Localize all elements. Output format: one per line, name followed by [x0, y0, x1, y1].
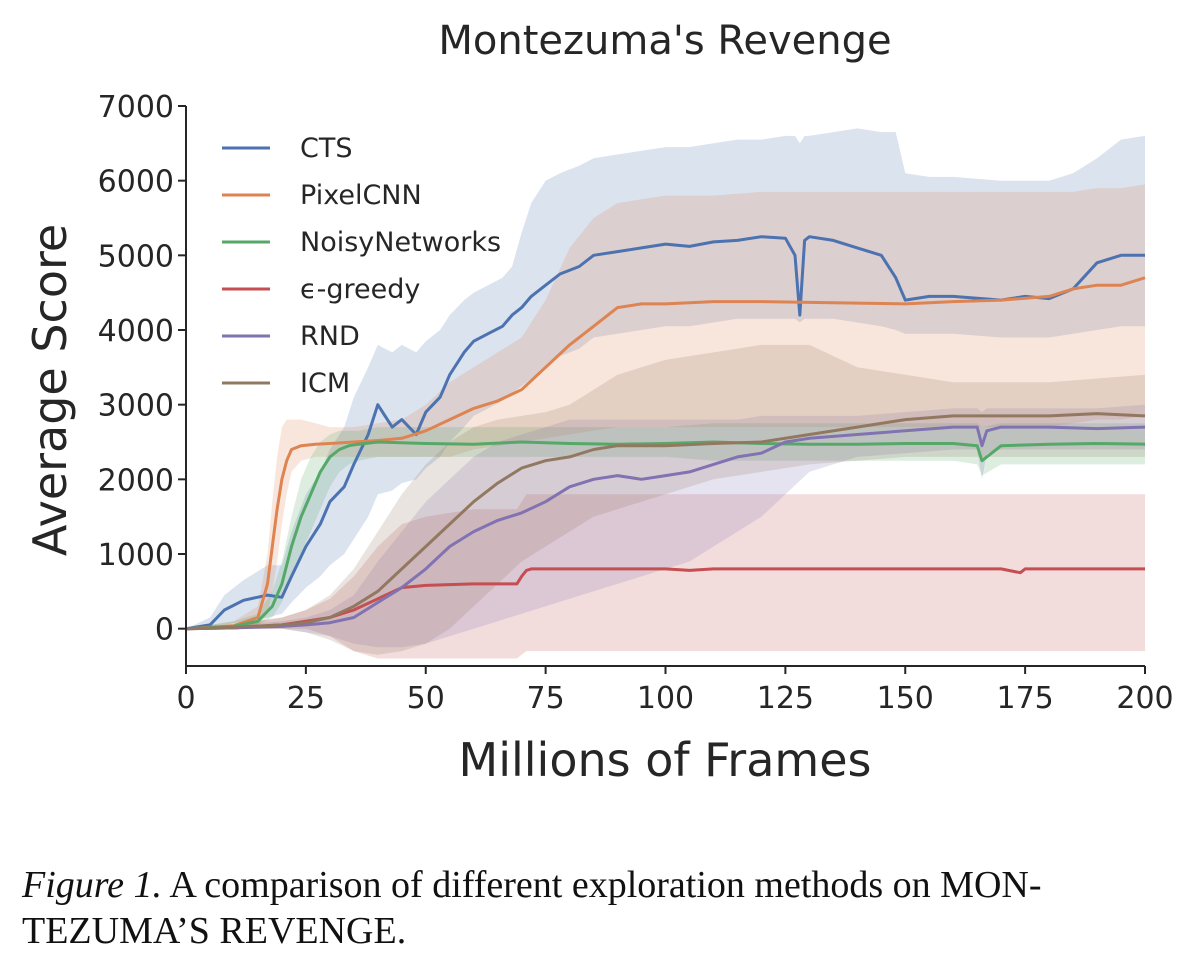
x-axis-label: Millions of Frames	[459, 733, 872, 787]
legend-label-rnd: RND	[300, 321, 360, 352]
x-tick-label: 0	[176, 681, 195, 716]
y-tick-label: 0	[155, 613, 174, 648]
x-tick-label: 25	[287, 681, 325, 716]
band-icm	[186, 344, 1145, 655]
y-tick-label: 4000	[98, 314, 174, 349]
figure-caption: Figure 1. A comparison of different expl…	[22, 862, 1182, 954]
y-tick-label: 7000	[98, 90, 174, 125]
line-pixelcnn	[185, 276, 1146, 631]
y-axis-ticks: 0 1000 2000 3000 4000 5000 6000 7000	[98, 90, 186, 648]
y-axis-label: Average Score	[23, 224, 77, 556]
x-tick-label: 50	[407, 681, 445, 716]
chart: Montezuma's Revenge 0 25 50 75 100 125 150 175 2…	[23, 18, 1174, 787]
legend-label-cts: CTS	[300, 133, 352, 164]
line-rnd	[185, 425, 1146, 631]
chart-title: Montezuma's Revenge	[438, 18, 891, 64]
line-greedy	[185, 567, 1145, 631]
legend: CTS PixelCNN NoisyNetworks ϵ-greedy RND ICM	[222, 133, 501, 399]
y-tick-label: 3000	[98, 389, 174, 424]
x-tick-label: 175	[996, 681, 1053, 716]
y-tick-label: 5000	[98, 239, 174, 274]
x-tick-label: 150	[877, 681, 934, 716]
y-tick-label: 2000	[98, 463, 174, 498]
x-tick-label: 125	[757, 681, 814, 716]
legend-label-noisynetworks: NoisyNetworks	[300, 227, 501, 258]
legend-label-pixelcnn: PixelCNN	[300, 180, 422, 211]
x-tick-label: 100	[637, 681, 694, 716]
series-lines	[185, 235, 1146, 631]
band-cts	[186, 128, 1145, 629]
y-tick-label: 1000	[98, 538, 174, 573]
x-axis-ticks: 0 25 50 75 100 125 150 175 200	[176, 666, 1174, 716]
caption-text: A comparison of different exploration me…	[22, 864, 1042, 952]
x-tick-label: 75	[527, 681, 565, 716]
legend-label-greedy: ϵ-greedy	[300, 274, 420, 305]
caption-label: Figure 1.	[22, 864, 163, 906]
band-greedy	[186, 494, 1145, 659]
line-icm	[185, 412, 1146, 631]
line-noisynetworks	[185, 440, 1146, 631]
band-pixelcnn	[186, 184, 1145, 629]
legend-label-icm: ICM	[300, 368, 350, 399]
line-cts	[185, 235, 1145, 631]
x-tick-label: 200	[1116, 681, 1173, 716]
y-tick-label: 6000	[98, 165, 174, 200]
